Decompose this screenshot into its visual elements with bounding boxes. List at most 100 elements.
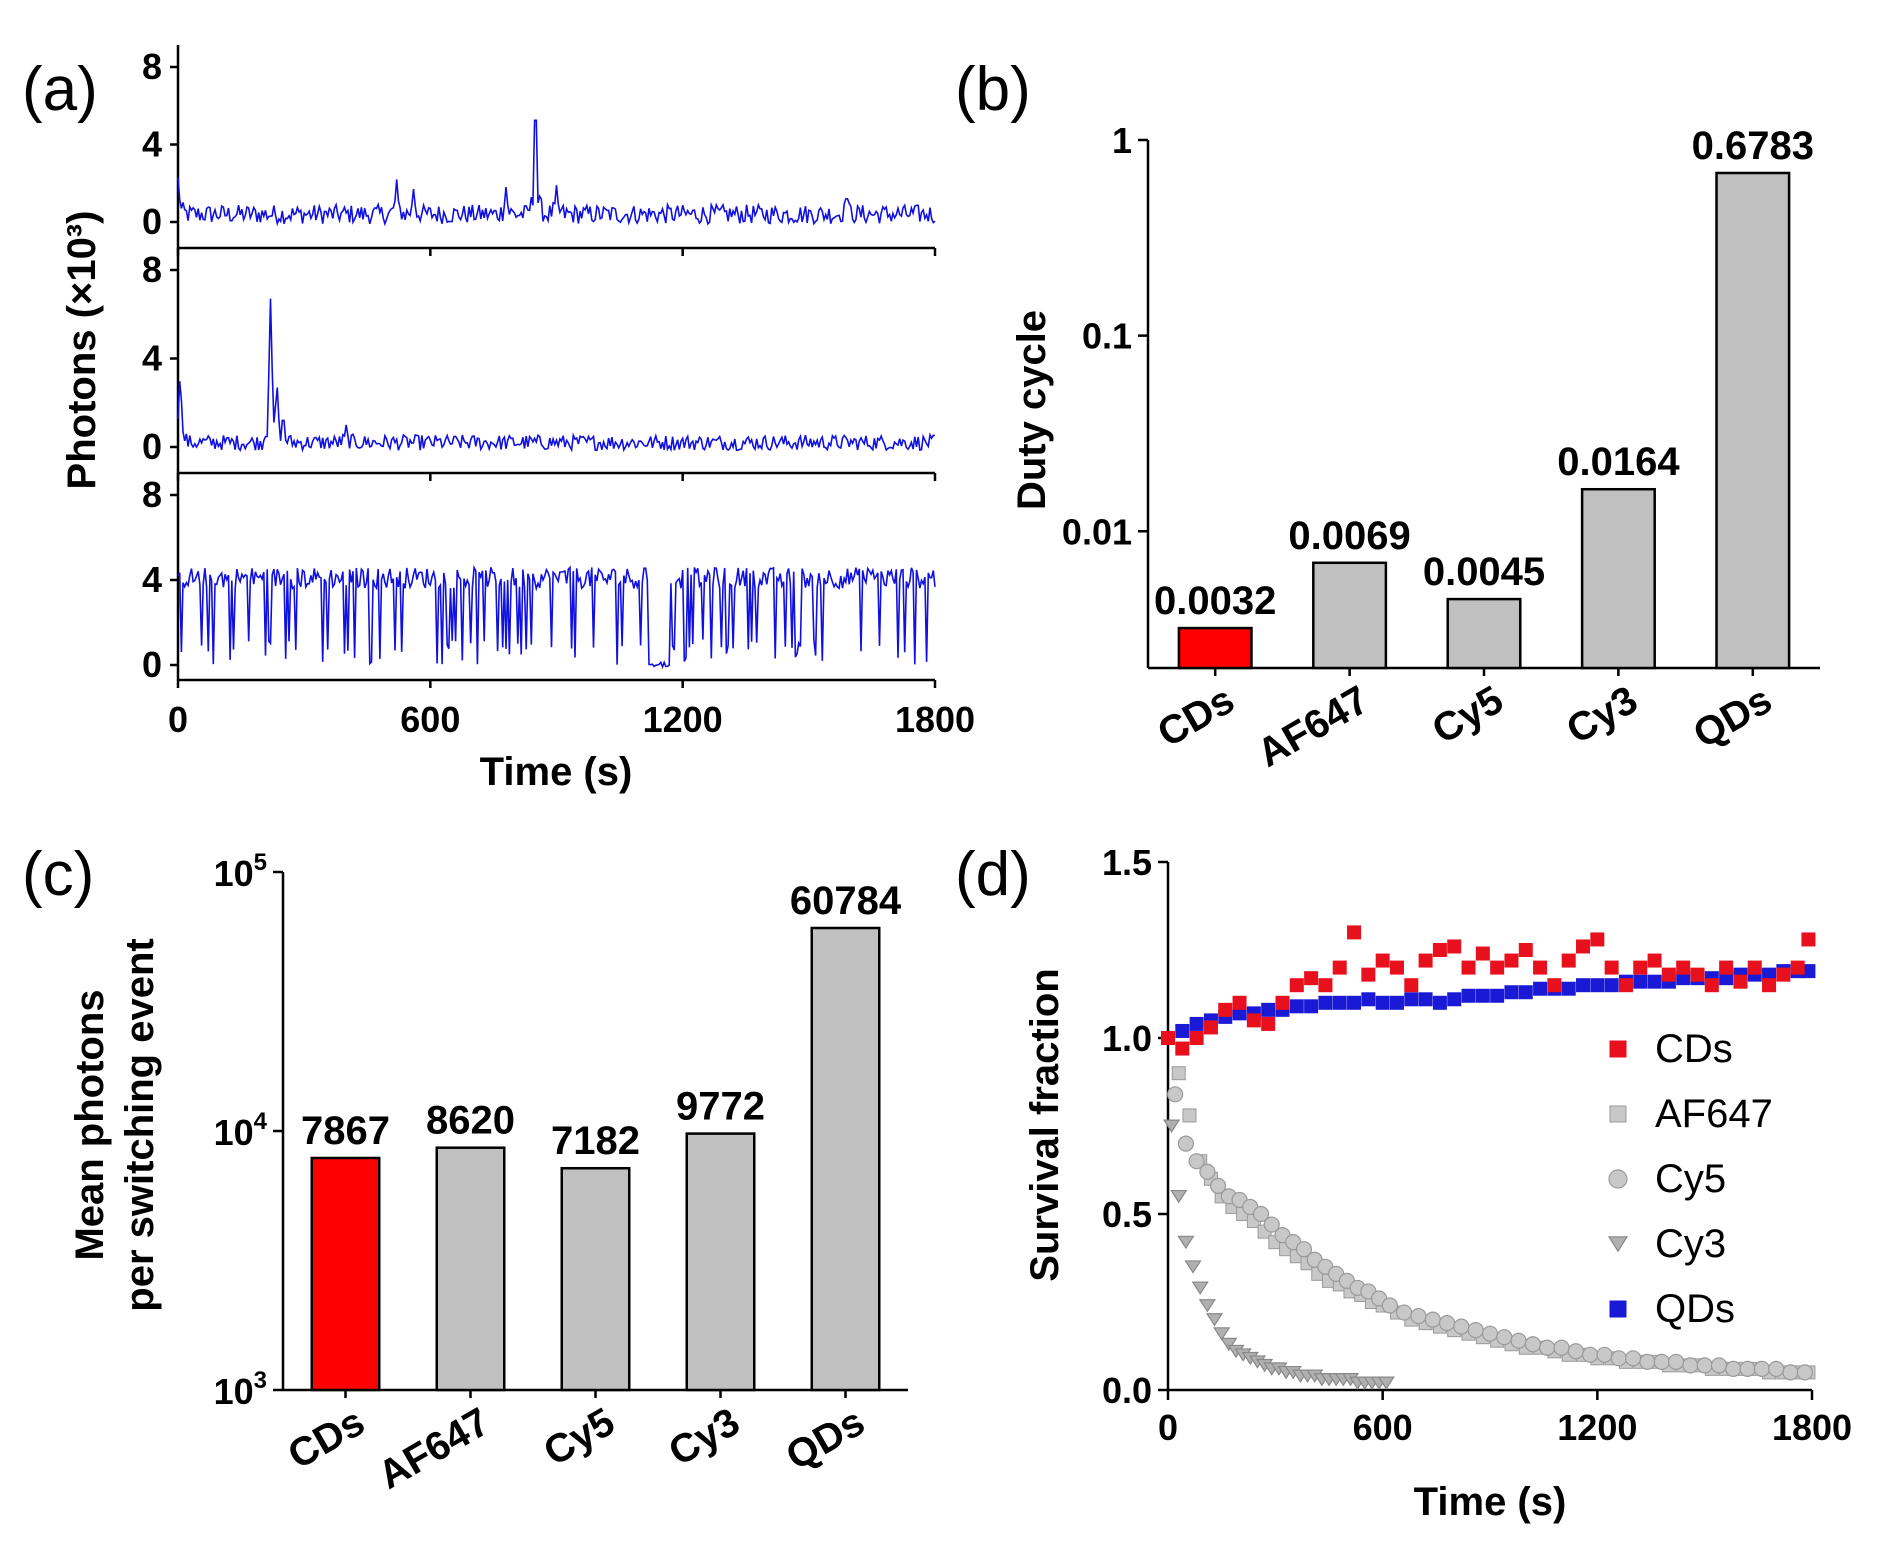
x-axis-title: Time (s) xyxy=(1414,1480,1567,1524)
point-cy5 xyxy=(1381,1297,1398,1314)
x-tick-label-cy5: Cy5 xyxy=(1425,678,1511,753)
point-qds xyxy=(1261,1002,1276,1017)
x-tick-label: 600 xyxy=(1353,1407,1413,1448)
point-cds xyxy=(1747,960,1762,975)
series-cy3 xyxy=(1162,1119,1395,1390)
legend-label-cy3: Cy3 xyxy=(1655,1222,1726,1266)
point-qds xyxy=(1375,995,1390,1010)
y-tick-label: 4 xyxy=(142,124,162,165)
trace-line-2 xyxy=(177,298,936,453)
point-cy3 xyxy=(1198,1299,1216,1313)
y-tick-label: 4 xyxy=(142,559,162,600)
x-tick-label-cds: CDs xyxy=(1150,678,1241,756)
y-tick-label: 4 xyxy=(142,338,162,379)
bar-qds xyxy=(1715,171,1791,670)
chart-d: 0.0 0.5 1.0 1.5 0 600 1200 1800 Time (s) Survival… xyxy=(1023,842,1852,1524)
point-cds xyxy=(1361,967,1376,982)
point-cds xyxy=(1347,925,1362,940)
point-cds xyxy=(1719,960,1734,975)
point-qds xyxy=(1189,1016,1204,1031)
point-qds xyxy=(1418,992,1433,1007)
y-tick-label: 8 xyxy=(142,249,162,290)
point-cy5 xyxy=(1209,1177,1227,1194)
point-cy5 xyxy=(1263,1216,1280,1233)
value-label-cy5: 0.0045 xyxy=(1423,550,1545,594)
point-cds xyxy=(1275,995,1290,1010)
point-cy5 xyxy=(1610,1350,1627,1367)
x-tick-label: 0 xyxy=(1158,1407,1178,1448)
value-label-qds: 0.6783 xyxy=(1692,124,1814,168)
point-cy3 xyxy=(1220,1337,1238,1352)
point-qds xyxy=(1304,999,1319,1014)
point-cy5 xyxy=(1596,1346,1613,1363)
value-label-af647: 8620 xyxy=(426,1099,515,1143)
point-cy5 xyxy=(1782,1364,1799,1381)
point-qds xyxy=(1347,995,1362,1010)
point-cds xyxy=(1676,960,1691,975)
point-af647 xyxy=(1182,1108,1197,1123)
point-cy3 xyxy=(1213,1327,1231,1341)
point-cds xyxy=(1332,960,1347,975)
point-cds xyxy=(1576,939,1591,954)
point-cy5 xyxy=(1753,1360,1771,1377)
point-cy5 xyxy=(1199,1163,1216,1180)
point-qds xyxy=(1504,985,1519,1000)
point-cds xyxy=(1304,971,1319,986)
point-qds xyxy=(1175,1023,1190,1038)
value-label-cds: 7867 xyxy=(301,1109,390,1153)
y-tick-label: 8 xyxy=(142,474,162,515)
legend-marker-cy3 xyxy=(1607,1236,1629,1253)
point-qds xyxy=(1475,988,1490,1003)
point-cy5 xyxy=(1252,1205,1270,1223)
point-qds xyxy=(1389,995,1404,1010)
x-tick-label: 0 xyxy=(168,699,188,740)
point-cy5 xyxy=(1625,1350,1642,1367)
point-qds xyxy=(1604,978,1619,993)
bar-cy5 xyxy=(560,1166,631,1392)
point-cds xyxy=(1475,946,1490,961)
point-qds xyxy=(1647,974,1662,989)
bar-cds xyxy=(310,1156,381,1392)
point-cy5 xyxy=(1796,1364,1813,1381)
y-axis-title: Photons (×10³) xyxy=(60,211,104,490)
point-cy5 xyxy=(1396,1304,1413,1321)
x-tick-label: 600 xyxy=(400,699,460,740)
point-qds xyxy=(1533,981,1548,996)
point-cy5 xyxy=(1510,1332,1527,1349)
bar-cy3 xyxy=(685,1132,756,1392)
point-qds xyxy=(1447,992,1462,1007)
y-tick-label: 1 xyxy=(1112,120,1132,161)
point-cds xyxy=(1218,1002,1233,1017)
point-cy5 xyxy=(1496,1329,1513,1346)
point-cy5 xyxy=(1438,1315,1456,1332)
point-cds xyxy=(1203,1020,1218,1035)
point-cds xyxy=(1801,932,1816,947)
point-cds xyxy=(1618,978,1633,993)
legend-marker-af647 xyxy=(1609,1105,1627,1123)
point-qds xyxy=(1490,988,1505,1003)
point-cds xyxy=(1161,1031,1175,1045)
y-tick-label: 1.0 xyxy=(1102,1018,1152,1059)
value-label-cy3: 0.0164 xyxy=(1557,440,1680,484)
y-tick-label: 0.01 xyxy=(1062,511,1132,552)
trace-line-3 xyxy=(177,564,936,670)
value-label-cds: 0.0032 xyxy=(1154,579,1276,623)
bar-af647 xyxy=(1312,561,1388,670)
x-tick-label-cy3: Cy3 xyxy=(1559,678,1645,753)
y-tick-label: 0 xyxy=(142,201,162,242)
point-cds xyxy=(1733,974,1748,989)
point-cds xyxy=(1547,978,1562,993)
point-cy5 xyxy=(1539,1339,1556,1356)
point-cy5 xyxy=(1582,1346,1599,1363)
x-tick-label-cds: CDs xyxy=(281,1400,372,1478)
value-label-cy5: 7182 xyxy=(551,1119,640,1163)
point-cds xyxy=(1289,978,1304,993)
point-cds xyxy=(1661,967,1676,982)
point-af647 xyxy=(1171,1066,1186,1081)
chart-c: 103 104 105 7867 CDs 8620 AF647 7182 Cy5 9772 Cy3 6… xyxy=(68,849,908,1498)
point-cy5 xyxy=(1567,1343,1584,1360)
legend-label-cds: CDs xyxy=(1655,1027,1733,1071)
legend: CDs AF647 Cy5 Cy3 QDs xyxy=(1607,1027,1773,1331)
y-tick-label: 0.5 xyxy=(1102,1194,1152,1235)
point-qds xyxy=(1332,995,1347,1010)
